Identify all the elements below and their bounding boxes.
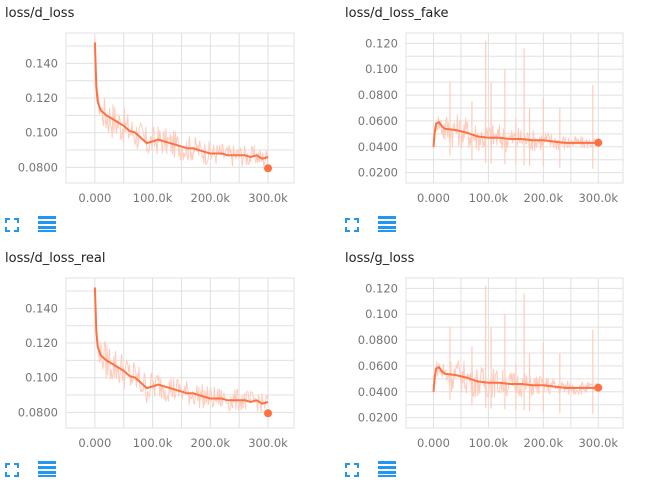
line-chart: 0.0200 0.0400 0.0600 0.0800 0.100 0.120 0.000 1… (358, 277, 624, 450)
y-tick-label: 0.120 (25, 336, 58, 350)
chart-title: loss/d_loss (5, 6, 75, 21)
smoothed-series-line (432, 120, 599, 147)
fit-to-screen-button[interactable] (4, 462, 20, 478)
x-tick-label: 300.0k (248, 436, 288, 450)
raw-series-line (94, 37, 269, 167)
fit-to-screen-icon (5, 218, 19, 232)
x-tick-label: 100.0k (133, 436, 173, 450)
plot-frame (65, 32, 295, 184)
fit-to-screen-icon (345, 463, 359, 477)
toggle-log-scale-button[interactable] (378, 215, 396, 233)
last-value-marker (264, 409, 273, 418)
fit-to-screen-button[interactable] (4, 217, 20, 233)
plot-frame (65, 277, 295, 429)
smoothed-series-line (432, 365, 599, 392)
x-tick-label: 300.0k (578, 436, 618, 450)
plot-frame (405, 277, 624, 429)
fit-to-screen-icon (345, 218, 359, 232)
x-tick-label: 100.0k (133, 191, 173, 205)
plot-frame (405, 32, 624, 184)
y-tick-label: 0.0600 (358, 114, 398, 128)
y-tick-label: 0.120 (365, 281, 398, 295)
data-table-icon (38, 461, 56, 477)
y-tick-label: 0.100 (365, 307, 398, 321)
y-tick-label: 0.100 (25, 371, 58, 385)
y-tick-label: 0.120 (365, 36, 398, 50)
x-tick-label: 200.0k (191, 191, 231, 205)
fit-to-screen-button[interactable] (344, 217, 360, 233)
chart-title: loss/g_loss (345, 251, 415, 266)
line-chart: 0.0200 0.0400 0.0600 0.0800 0.100 0.120 0.000 1… (358, 32, 624, 205)
line-chart: 0.0800 0.100 0.120 0.140 0.000 100.0k 200.0k 30… (18, 277, 295, 450)
y-tick-label: 0.140 (25, 301, 58, 315)
chart-card-d-loss-real: loss/d_loss_real 0.0800 0.100 0.120 0.140 0.… (0, 245, 320, 489)
y-tick-label: 0.140 (25, 56, 58, 70)
chart-title: loss/d_loss_real (5, 251, 106, 266)
data-table-icon (378, 461, 396, 477)
x-tick-label: 200.0k (524, 436, 564, 450)
y-tick-label: 0.0800 (358, 333, 398, 347)
toggle-log-scale-button[interactable] (38, 215, 56, 233)
y-tick-label: 0.0200 (358, 166, 398, 180)
last-value-marker (594, 383, 603, 392)
x-tick-label: 300.0k (248, 191, 288, 205)
fit-to-screen-button[interactable] (344, 462, 360, 478)
y-tick-label: 0.120 (25, 91, 58, 105)
x-tick-label: 0.000 (78, 191, 111, 205)
y-tick-label: 0.100 (365, 62, 398, 76)
y-tick-label: 0.0600 (358, 359, 398, 373)
smoothed-series-line (93, 287, 269, 405)
fit-to-screen-icon (5, 463, 19, 477)
y-tick-label: 0.0400 (358, 385, 398, 399)
x-tick-label: 300.0k (578, 191, 618, 205)
y-tick-label: 0.100 (25, 126, 58, 140)
x-tick-label: 0.000 (417, 191, 450, 205)
chart-card-g-loss: loss/g_loss 0.0200 0.0400 0.0600 0.0800 0.10… (340, 245, 649, 489)
x-tick-label: 0.000 (417, 436, 450, 450)
x-tick-label: 100.0k (469, 436, 509, 450)
y-tick-label: 0.0800 (18, 160, 58, 174)
y-tick-label: 0.0400 (358, 140, 398, 154)
smoothed-series-line (93, 42, 269, 160)
toggle-log-scale-button[interactable] (378, 460, 396, 478)
y-tick-label: 0.0800 (18, 405, 58, 419)
y-tick-label: 0.0800 (358, 88, 398, 102)
line-chart: 0.0800 0.100 0.120 0.140 0.000 100.0k 200.0k 30… (18, 32, 295, 205)
toggle-log-scale-button[interactable] (38, 460, 56, 478)
y-tick-label: 0.0200 (358, 411, 398, 425)
x-tick-label: 200.0k (524, 191, 564, 205)
x-tick-label: 200.0k (191, 436, 231, 450)
chart-card-d-loss-fake: loss/d_loss_fake 0.0200 0.0400 0.0600 0.080… (340, 0, 649, 244)
data-table-icon (378, 216, 396, 232)
chart-card-d-loss: loss/d_loss 0.0800 0.100 0.120 0.140 0.000 10… (0, 0, 320, 244)
x-tick-label: 100.0k (469, 191, 509, 205)
last-value-marker (264, 164, 273, 173)
last-value-marker (594, 138, 603, 147)
chart-title: loss/d_loss_fake (345, 6, 449, 21)
data-table-icon (38, 216, 56, 232)
x-tick-label: 0.000 (78, 436, 111, 450)
